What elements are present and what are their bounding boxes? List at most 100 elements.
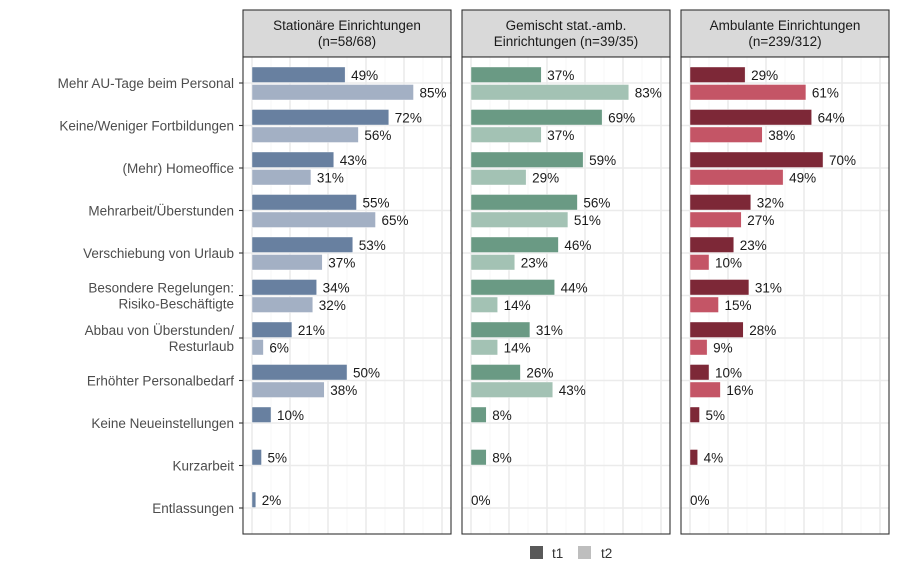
value-label-t2: 85% bbox=[420, 86, 447, 101]
value-label-t1: 49% bbox=[351, 68, 378, 83]
category-label: Keine Neueinstellungen bbox=[91, 416, 234, 431]
bar-t2 bbox=[251, 381, 325, 398]
value-label-t2: 65% bbox=[382, 213, 409, 228]
legend-swatch-t1 bbox=[530, 546, 543, 559]
bar-t2 bbox=[251, 169, 312, 186]
category-label: Kurzarbeit bbox=[172, 459, 234, 474]
bar-t1 bbox=[689, 194, 751, 211]
panel-title: Gemischt stat.-amb. Einrichtungen (n=39/3… bbox=[494, 18, 638, 49]
bar-t1 bbox=[470, 194, 578, 211]
bar-t1 bbox=[470, 406, 487, 423]
bar-t2 bbox=[470, 254, 515, 271]
panel-border bbox=[680, 56, 890, 535]
bar-t1 bbox=[470, 321, 531, 338]
value-label-t1: 55% bbox=[363, 196, 390, 211]
bar-t1 bbox=[470, 109, 603, 126]
value-label-t1: 23% bbox=[740, 238, 767, 253]
bar-t2 bbox=[470, 381, 553, 398]
value-label-t1: 46% bbox=[564, 238, 591, 253]
bar-t2 bbox=[251, 84, 414, 101]
bar-t1 bbox=[470, 236, 559, 253]
category-label: Verschiebung von Urlaub bbox=[83, 246, 234, 261]
bar-t1 bbox=[470, 279, 555, 296]
bar-t2 bbox=[689, 381, 721, 398]
bar-t2 bbox=[470, 169, 527, 186]
bar-t1 bbox=[689, 109, 812, 126]
legend-swatch-t2 bbox=[578, 546, 591, 559]
value-label-t2: 56% bbox=[364, 128, 391, 143]
value-label-t2: 9% bbox=[713, 341, 733, 356]
value-label-t2: 31% bbox=[317, 171, 344, 186]
category-label: Besondere Regelungen: Risiko-Beschäftigte bbox=[88, 281, 234, 312]
bar-t1 bbox=[689, 279, 750, 296]
value-label-t1: 53% bbox=[359, 238, 386, 253]
panel-strip bbox=[242, 9, 452, 58]
category-label: (Mehr) Homeoffice bbox=[122, 161, 234, 176]
value-label-t2: 10% bbox=[715, 256, 742, 271]
panel-title: Stationäre Einrichtungen (n=58/68) bbox=[273, 18, 421, 49]
value-label-t1: 10% bbox=[715, 366, 742, 381]
bar-t2 bbox=[470, 126, 542, 143]
value-label-t2: 29% bbox=[532, 171, 559, 186]
category-label: Abbau von Überstunden/Resturlaub bbox=[85, 323, 235, 354]
value-label-t2: 51% bbox=[574, 213, 601, 228]
value-label-t1: 0% bbox=[471, 493, 491, 508]
bar-t2 bbox=[251, 126, 359, 143]
category-label: Mehr AU-Tage beim Personal bbox=[58, 76, 234, 91]
value-label-t1: 8% bbox=[492, 408, 512, 423]
bar-t2 bbox=[689, 211, 742, 228]
bar-t1 bbox=[689, 151, 824, 168]
legend: t1 t2 bbox=[530, 546, 612, 561]
value-label-t1: 69% bbox=[608, 111, 635, 126]
bar-t1 bbox=[251, 279, 317, 296]
legend-label-t1: t1 bbox=[552, 546, 563, 561]
bar-t1 bbox=[689, 406, 700, 423]
bar-t2 bbox=[470, 211, 569, 228]
bar-t1 bbox=[251, 406, 272, 423]
bar-t1 bbox=[251, 109, 390, 126]
bar-t2 bbox=[689, 169, 784, 186]
value-label-t2: 14% bbox=[504, 341, 531, 356]
panel-2: Gemischt stat.-amb. Einrichtungen (n=39/3… bbox=[461, 9, 671, 535]
bar-t1 bbox=[251, 449, 262, 466]
value-label-t1: 31% bbox=[536, 323, 563, 338]
bar-t1 bbox=[251, 66, 346, 83]
value-label-t2: 38% bbox=[330, 383, 357, 398]
bar-t1 bbox=[251, 151, 334, 168]
bar-t1 bbox=[251, 491, 256, 508]
value-label-t2: 15% bbox=[725, 298, 752, 313]
value-label-t1: 28% bbox=[749, 323, 776, 338]
value-label-t2: 27% bbox=[747, 213, 774, 228]
value-label-t2: 37% bbox=[547, 128, 574, 143]
value-label-t1: 64% bbox=[818, 111, 845, 126]
value-label-t2: 23% bbox=[521, 256, 548, 271]
bar-t2 bbox=[470, 339, 498, 356]
value-label-t1: 43% bbox=[340, 153, 367, 168]
bar-t1 bbox=[689, 364, 710, 381]
bar-t1 bbox=[689, 321, 744, 338]
bar-t2 bbox=[689, 339, 708, 356]
bar-t1 bbox=[470, 364, 521, 381]
category-label: Mehrarbeit/Überstunden bbox=[88, 204, 234, 219]
value-label-t1: 50% bbox=[353, 366, 380, 381]
bar-t1 bbox=[689, 236, 734, 253]
bar-t2 bbox=[689, 254, 710, 271]
bar-t1 bbox=[689, 449, 698, 466]
category-label: Erhöhter Personalbedarf bbox=[87, 374, 234, 389]
value-label-t1: 59% bbox=[589, 153, 616, 168]
value-label-t1: 5% bbox=[706, 408, 726, 423]
value-label-t1: 2% bbox=[262, 493, 282, 508]
panel-strip bbox=[461, 9, 671, 58]
value-label-t2: 14% bbox=[504, 298, 531, 313]
bar-t2 bbox=[251, 211, 376, 228]
value-label-t1: 4% bbox=[704, 451, 724, 466]
value-label-t2: 32% bbox=[319, 298, 346, 313]
value-label-t1: 44% bbox=[561, 281, 588, 296]
bar-t1 bbox=[251, 321, 293, 338]
bar-t1 bbox=[470, 151, 584, 168]
bar-t2 bbox=[470, 296, 498, 313]
value-label-t1: 29% bbox=[751, 68, 778, 83]
value-label-t1: 31% bbox=[755, 281, 782, 296]
value-label-t1: 32% bbox=[757, 196, 784, 211]
